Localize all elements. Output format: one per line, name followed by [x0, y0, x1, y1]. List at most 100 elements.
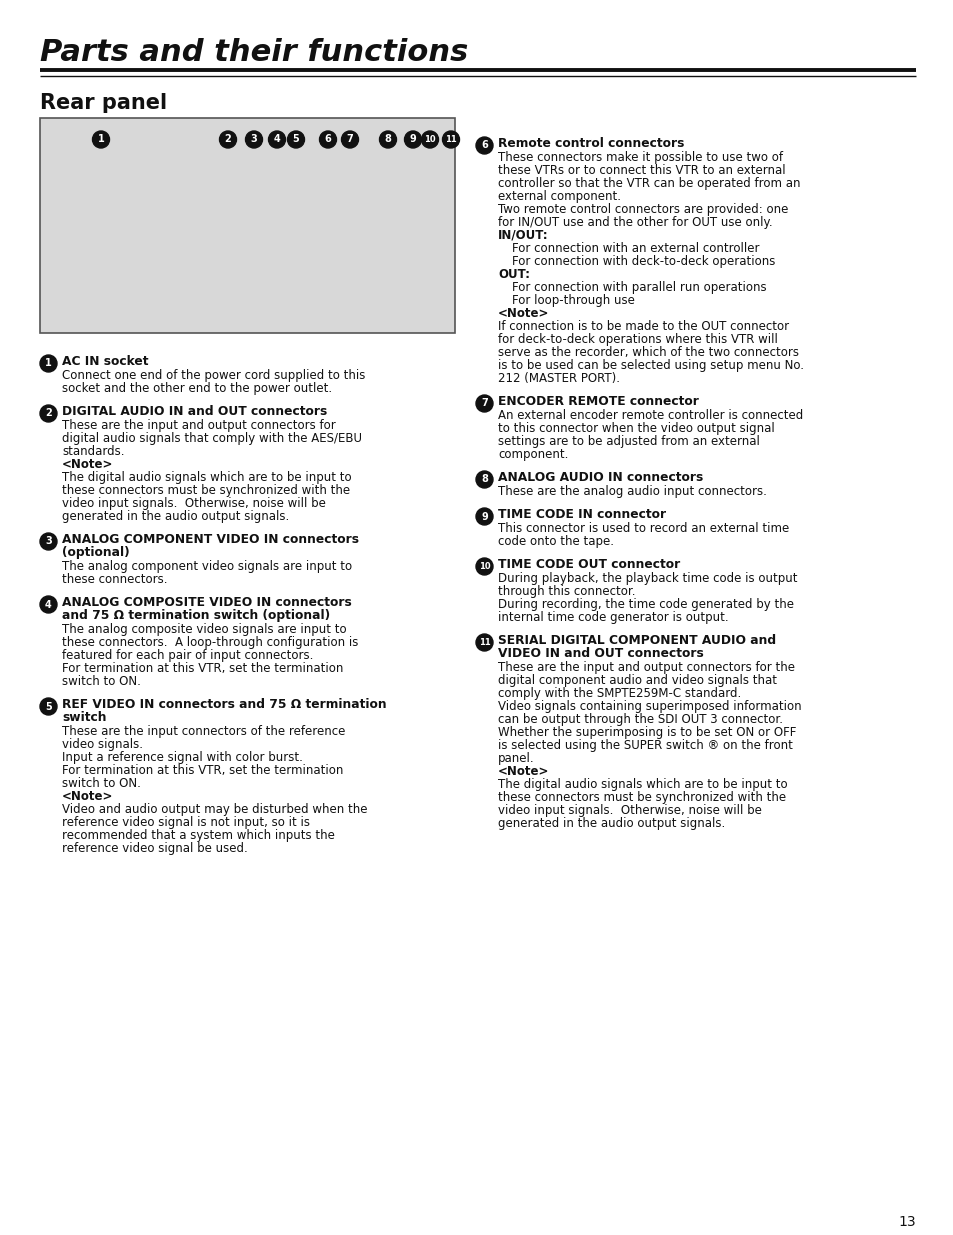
Text: 9: 9: [480, 511, 487, 521]
Text: Rear panel: Rear panel: [40, 93, 167, 112]
Circle shape: [476, 395, 493, 412]
Text: The analog composite video signals are input to: The analog composite video signals are i…: [62, 622, 346, 636]
Text: The digital audio signals which are to be input to: The digital audio signals which are to b…: [497, 778, 787, 790]
Text: ANALOG COMPOSITE VIDEO IN connectors: ANALOG COMPOSITE VIDEO IN connectors: [62, 597, 352, 609]
Text: 11: 11: [445, 135, 456, 144]
Text: Connect one end of the power cord supplied to this: Connect one end of the power cord suppli…: [62, 369, 365, 382]
Circle shape: [40, 698, 57, 715]
Text: Video and audio output may be disturbed when the: Video and audio output may be disturbed …: [62, 803, 367, 816]
Text: For termination at this VTR, set the termination: For termination at this VTR, set the ter…: [62, 662, 343, 676]
Text: 6: 6: [480, 141, 487, 151]
Circle shape: [40, 354, 57, 372]
Text: These are the input and output connectors for: These are the input and output connector…: [62, 419, 335, 432]
Text: 13: 13: [898, 1215, 915, 1229]
Circle shape: [476, 471, 493, 488]
Text: The digital audio signals which are to be input to: The digital audio signals which are to b…: [62, 471, 352, 484]
Text: 212 (MASTER PORT).: 212 (MASTER PORT).: [497, 372, 619, 385]
Circle shape: [476, 634, 493, 651]
Text: is to be used can be selected using setup menu No.: is to be used can be selected using setu…: [497, 359, 803, 372]
Text: Video signals containing superimposed information: Video signals containing superimposed in…: [497, 700, 801, 713]
Text: TIME CODE OUT connector: TIME CODE OUT connector: [497, 558, 679, 571]
Text: 8: 8: [384, 135, 391, 144]
Circle shape: [476, 508, 493, 525]
Text: generated in the audio output signals.: generated in the audio output signals.: [497, 818, 724, 830]
Circle shape: [40, 597, 57, 613]
Text: <Note>: <Note>: [62, 790, 113, 803]
Text: digital component audio and video signals that: digital component audio and video signal…: [497, 674, 776, 687]
Text: 10: 10: [478, 562, 490, 571]
Text: to this connector when the video output signal: to this connector when the video output …: [497, 422, 774, 435]
Text: comply with the SMPTE259M-C standard.: comply with the SMPTE259M-C standard.: [497, 687, 740, 700]
Text: code onto the tape.: code onto the tape.: [497, 535, 614, 548]
Text: these connectors.  A loop-through configuration is: these connectors. A loop-through configu…: [62, 636, 358, 650]
Text: external component.: external component.: [497, 190, 620, 203]
Text: 5: 5: [293, 135, 299, 144]
Text: controller so that the VTR can be operated from an: controller so that the VTR can be operat…: [497, 177, 800, 190]
Text: these connectors must be synchronized with the: these connectors must be synchronized wi…: [62, 484, 350, 496]
Text: and 75 Ω termination switch (optional): and 75 Ω termination switch (optional): [62, 609, 330, 622]
Text: Input a reference signal with color burst.: Input a reference signal with color burs…: [62, 751, 302, 764]
Text: 8: 8: [480, 474, 487, 484]
Text: for IN/OUT use and the other for OUT use only.: for IN/OUT use and the other for OUT use…: [497, 216, 772, 228]
Text: ENCODER REMOTE connector: ENCODER REMOTE connector: [497, 395, 699, 408]
Text: 3: 3: [251, 135, 257, 144]
Circle shape: [245, 131, 262, 148]
Text: VIDEO IN and OUT connectors: VIDEO IN and OUT connectors: [497, 647, 703, 659]
Text: switch: switch: [62, 711, 107, 724]
Text: switch to ON.: switch to ON.: [62, 777, 141, 790]
Text: IN/OUT:: IN/OUT:: [497, 228, 548, 242]
Text: for deck-to-deck operations where this VTR will: for deck-to-deck operations where this V…: [497, 333, 777, 346]
Text: 2: 2: [45, 409, 51, 419]
Text: These are the input connectors of the reference: These are the input connectors of the re…: [62, 725, 345, 739]
Circle shape: [442, 131, 459, 148]
Text: these connectors must be synchronized with the: these connectors must be synchronized wi…: [497, 790, 785, 804]
Text: During playback, the playback time code is output: During playback, the playback time code …: [497, 572, 797, 585]
Text: through this connector.: through this connector.: [497, 585, 635, 598]
Circle shape: [92, 131, 110, 148]
Text: featured for each pair of input connectors.: featured for each pair of input connecto…: [62, 650, 313, 662]
Text: For loop-through use: For loop-through use: [512, 294, 634, 308]
Text: OUT:: OUT:: [497, 268, 530, 282]
Text: 7: 7: [480, 399, 487, 409]
Text: The analog component video signals are input to: The analog component video signals are i…: [62, 559, 352, 573]
Text: <Note>: <Note>: [62, 458, 113, 471]
Circle shape: [287, 131, 304, 148]
FancyBboxPatch shape: [40, 119, 455, 333]
Text: 5: 5: [45, 701, 51, 711]
Text: recommended that a system which inputs the: recommended that a system which inputs t…: [62, 829, 335, 842]
Text: 11: 11: [478, 638, 490, 647]
Text: For connection with deck-to-deck operations: For connection with deck-to-deck operati…: [512, 254, 775, 268]
Text: Whether the superimposing is to be set ON or OFF: Whether the superimposing is to be set O…: [497, 726, 796, 739]
Circle shape: [341, 131, 358, 148]
Text: 4: 4: [274, 135, 280, 144]
Text: these VTRs or to connect this VTR to an external: these VTRs or to connect this VTR to an …: [497, 164, 785, 177]
Text: internal time code generator is output.: internal time code generator is output.: [497, 611, 728, 624]
Circle shape: [476, 558, 493, 576]
Circle shape: [268, 131, 285, 148]
Text: <Note>: <Note>: [497, 764, 549, 778]
Text: serve as the recorder, which of the two connectors: serve as the recorder, which of the two …: [497, 346, 799, 359]
Text: settings are to be adjusted from an external: settings are to be adjusted from an exte…: [497, 435, 760, 448]
Text: Two remote control connectors are provided: one: Two remote control connectors are provid…: [497, 203, 787, 216]
Text: Remote control connectors: Remote control connectors: [497, 137, 683, 149]
Text: Parts and their functions: Parts and their functions: [40, 38, 468, 67]
Circle shape: [40, 405, 57, 422]
Text: digital audio signals that comply with the AES/EBU: digital audio signals that comply with t…: [62, 432, 361, 445]
Text: reference video signal is not input, so it is: reference video signal is not input, so …: [62, 816, 310, 829]
Text: video input signals.  Otherwise, noise will be: video input signals. Otherwise, noise wi…: [62, 496, 326, 510]
Text: video input signals.  Otherwise, noise will be: video input signals. Otherwise, noise wi…: [497, 804, 761, 818]
Text: standards.: standards.: [62, 445, 125, 458]
Text: TIME CODE IN connector: TIME CODE IN connector: [497, 508, 665, 521]
Text: 4: 4: [45, 599, 51, 610]
Text: generated in the audio output signals.: generated in the audio output signals.: [62, 510, 289, 522]
Text: REF VIDEO IN connectors and 75 Ω termination: REF VIDEO IN connectors and 75 Ω termina…: [62, 698, 386, 711]
Text: 1: 1: [45, 358, 51, 368]
Text: SERIAL DIGITAL COMPONENT AUDIO and: SERIAL DIGITAL COMPONENT AUDIO and: [497, 634, 776, 647]
Text: 9: 9: [409, 135, 416, 144]
Text: 3: 3: [45, 536, 51, 547]
Text: <Note>: <Note>: [497, 308, 549, 320]
Circle shape: [219, 131, 236, 148]
Text: socket and the other end to the power outlet.: socket and the other end to the power ou…: [62, 382, 332, 395]
Text: During recording, the time code generated by the: During recording, the time code generate…: [497, 598, 793, 611]
Text: 6: 6: [324, 135, 331, 144]
